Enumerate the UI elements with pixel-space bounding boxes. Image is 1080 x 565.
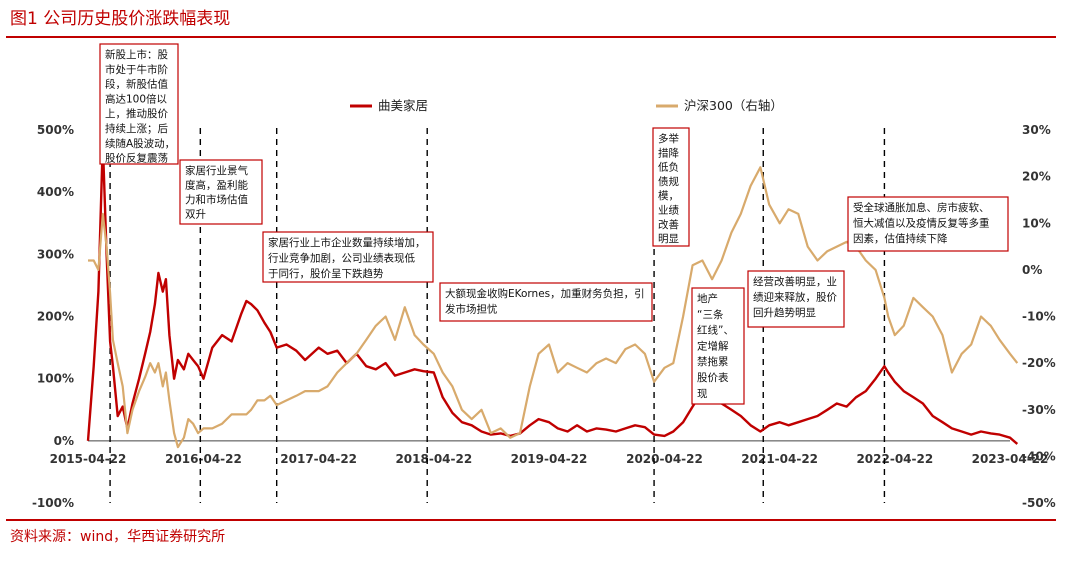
- annotation-text: “三条: [697, 308, 724, 321]
- source-note: 资料来源：wind，华西证券研究所: [10, 529, 226, 545]
- annotation-text: 定增解: [697, 339, 729, 352]
- x-tick-label: 2020-04-22: [626, 452, 703, 466]
- annotation-text: 市处于牛市阶: [105, 63, 168, 76]
- y-right-tick-label: 20%: [1022, 170, 1051, 184]
- annotation-text: 禁拖累: [697, 355, 729, 368]
- y-right-tick-label: -40%: [1022, 449, 1056, 463]
- y-left-tick-label: 300%: [37, 247, 74, 261]
- annotation-text: 多举: [658, 132, 679, 145]
- figure-title: 图1 公司历史股价涨跌幅表现: [10, 9, 231, 29]
- annotation-text: 家居行业景气: [185, 164, 248, 177]
- annotation-text: 红线”、: [697, 324, 734, 337]
- annotation-text: 债规: [658, 175, 679, 188]
- series-line-primary: [86, 141, 1019, 445]
- annotation-text: 股价表: [697, 371, 729, 384]
- annotation-text: 于同行，股价呈下跌趋势: [268, 267, 384, 280]
- x-tick-label: 2015-04-22: [50, 452, 127, 466]
- annotation-text: 力和市场估值: [185, 193, 248, 206]
- y-right-tick-label: -50%: [1022, 496, 1056, 510]
- annotation-text: 高达100倍以: [105, 92, 168, 105]
- top-divider: [6, 36, 1056, 38]
- y-right-tick-label: -10%: [1022, 310, 1056, 324]
- annotation-box: [262, 231, 434, 283]
- annotation-text: 股价反复震荡: [105, 152, 168, 165]
- annotation-box: [652, 127, 690, 247]
- x-tick-label: 2022-04-22: [856, 452, 933, 466]
- annotation-box: [747, 270, 845, 328]
- annotation-box: [99, 43, 179, 165]
- annotation-text: 经营改善明显，业: [753, 275, 837, 288]
- x-tick-label: 2019-04-22: [511, 452, 588, 466]
- annotation-box: [691, 287, 745, 405]
- annotation-text: 绩迎来释放，股价: [753, 291, 837, 304]
- legend-label: 曲美家居: [378, 98, 428, 113]
- y-right-tick-label: 30%: [1022, 123, 1051, 137]
- annotation-text: 低负: [658, 161, 679, 174]
- x-tick-label: 2023-04-22: [972, 452, 1049, 466]
- y-left-tick-label: -100%: [32, 496, 74, 510]
- annotation-text: 大额现金收购EKornes，加重财务负担，引: [445, 287, 645, 300]
- annotation-text: 回升趋势明显: [753, 306, 816, 319]
- annotation-text: 恒大减值以及疫情反复等多重: [853, 217, 990, 230]
- y-left-tick-label: 0%: [54, 434, 74, 448]
- annotation-text: 双升: [185, 209, 206, 221]
- annotation-text: 新股上市：股: [105, 48, 168, 61]
- y-left-tick-label: 400%: [37, 185, 74, 199]
- y-right-tick-label: 10%: [1022, 216, 1051, 230]
- annotation-text: 措降: [658, 146, 679, 159]
- annotation-text: 因素，估值持续下降: [853, 232, 948, 245]
- annotation-text: 发市场担忧: [445, 303, 498, 316]
- legend-label: 沪深300（右轴）: [684, 98, 783, 113]
- annotation-text: 持续上涨；后: [105, 122, 168, 135]
- x-tick-label: 2018-04-22: [395, 452, 472, 466]
- annotation-text: 行业竞争加剧，公司业绩表现低: [268, 252, 415, 265]
- annotation-text: 改善: [658, 218, 679, 231]
- annotation-box: [179, 159, 263, 225]
- y-right-tick-label: 0%: [1022, 263, 1042, 277]
- x-tick-label: 2017-04-22: [280, 452, 357, 466]
- x-tick-label: 2021-04-22: [741, 452, 818, 466]
- x-tick-label: 2016-04-22: [165, 452, 242, 466]
- annotation-text: 段，新股估值: [105, 78, 168, 91]
- annotation-text: 家居行业上市企业数量持续增加，: [268, 236, 426, 249]
- y-left-tick-label: 200%: [37, 310, 74, 324]
- y-left-tick-label: 100%: [37, 372, 74, 386]
- annotation-text: 上，推动股价: [105, 107, 168, 120]
- y-left-tick-label: 500%: [37, 123, 74, 137]
- annotation-text: 现: [697, 388, 708, 400]
- annotation-text: 地产: [697, 292, 718, 305]
- annotation-text: 模，: [658, 190, 679, 202]
- annotation-text: 受全球通胀加息、房市疲软、: [853, 201, 990, 214]
- bottom-divider: [6, 519, 1056, 521]
- y-right-tick-label: -30%: [1022, 403, 1056, 417]
- annotation-text: 业绩: [658, 204, 679, 217]
- y-right-tick-label: -20%: [1022, 356, 1056, 370]
- annotation-text: 度高，盈利能: [185, 179, 248, 192]
- annotation-text: 续随A股波动，: [105, 137, 175, 150]
- annotation-text: 明显: [658, 233, 679, 245]
- annotation-box: [847, 196, 1009, 252]
- annotation-box: [439, 282, 653, 322]
